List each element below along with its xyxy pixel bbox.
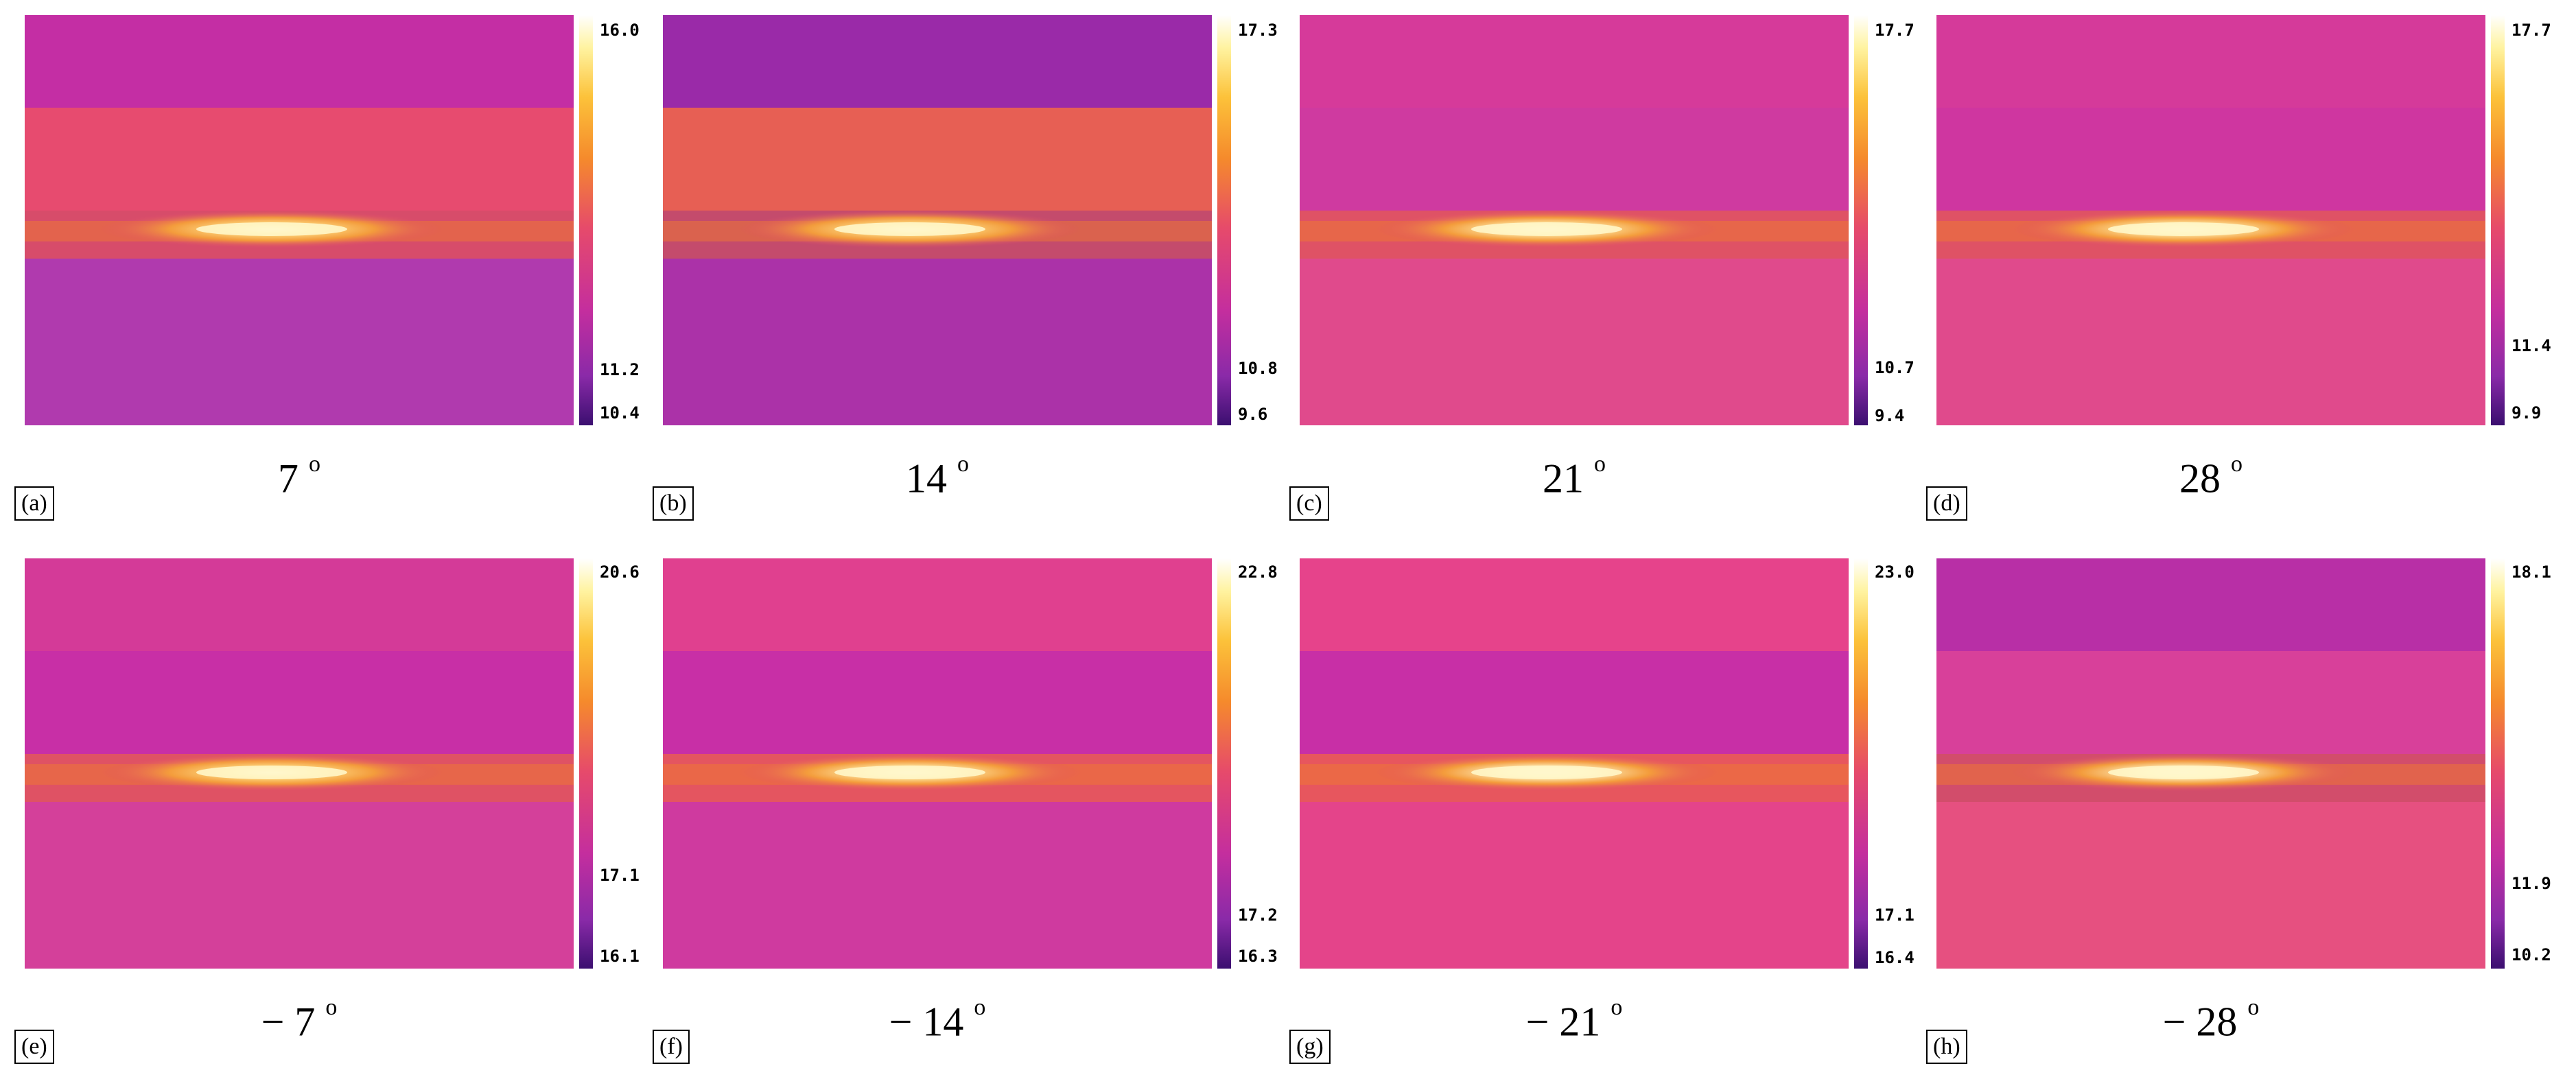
degree-symbol: o (974, 995, 986, 1020)
degree-symbol: o (1611, 995, 1623, 1020)
angle-prefix: − (2162, 999, 2186, 1045)
colorbar-min: 9.4 (1875, 406, 1905, 425)
thermal-image (25, 15, 574, 425)
degree-symbol: o (1594, 451, 1606, 477)
colorbar-mid: 11.9 (2511, 874, 2551, 893)
thermal-image (1936, 15, 2485, 425)
angle-value: 28 (2179, 455, 2221, 501)
angle-caption: 21 o (1300, 453, 1849, 499)
colorbar-min: 9.6 (1238, 405, 1268, 424)
angle-value: 28 (2196, 999, 2238, 1045)
colorbar-max: 17.3 (1238, 21, 1278, 40)
angle-caption: −28 o (1936, 996, 2485, 1043)
colorbar-min: 9.9 (2511, 403, 2542, 423)
angle-value: 21 (1559, 999, 1601, 1045)
angle-value: 14 (922, 999, 964, 1045)
panel-g: (g) 23.0 17.1 16.4 −21 o (1287, 558, 1915, 1066)
thermal-image (1300, 558, 1849, 969)
colorbar-min: 10.4 (600, 403, 640, 423)
angle-caption: −14 o (663, 996, 1212, 1043)
colorbar-max: 20.6 (600, 562, 640, 582)
colorbar (1854, 558, 1868, 969)
panel-label: (a) (14, 486, 54, 521)
panel-label: (c) (1289, 486, 1329, 521)
angle-value: 21 (1543, 455, 1584, 501)
panel-e: (e) 20.6 17.1 16.1 −7 o (12, 558, 640, 1066)
degree-symbol: o (2231, 451, 2243, 477)
panel-c: (c) 17.7 10.7 9.4 21 o (1287, 15, 1915, 523)
colorbar (1854, 15, 1868, 425)
panel-label: (e) (14, 1030, 54, 1064)
colorbar-max: 16.0 (600, 21, 640, 40)
degree-symbol: o (325, 995, 338, 1020)
degree-symbol: o (309, 451, 320, 477)
colorbar (2491, 15, 2505, 425)
panel-d: (d) 17.7 11.4 9.9 28 o (1924, 15, 2551, 523)
colorbar-min: 16.4 (1875, 948, 1915, 967)
colorbar-mid: 10.8 (1238, 359, 1278, 378)
thermal-image (1300, 15, 1849, 425)
colorbar-mid: 17.1 (600, 866, 640, 885)
thermal-image (1936, 558, 2485, 969)
colorbar-min: 10.2 (2511, 945, 2551, 964)
colorbar-mid: 11.4 (2511, 336, 2551, 355)
angle-prefix: − (1525, 999, 1549, 1045)
angle-value: 14 (906, 455, 947, 501)
colorbar-mid: 11.2 (600, 360, 640, 379)
colorbar-min: 16.1 (600, 947, 640, 966)
panel-label: (b) (653, 486, 694, 521)
angle-value: 7 (294, 999, 316, 1045)
angle-prefix: − (261, 999, 285, 1045)
panel-label: (d) (1926, 486, 1967, 521)
angle-caption: −21 o (1300, 996, 1849, 1043)
thermal-image (25, 558, 574, 969)
colorbar (579, 558, 593, 969)
thermal-image (663, 558, 1212, 969)
colorbar (2491, 558, 2505, 969)
colorbar (1217, 15, 1231, 425)
degree-symbol: o (957, 451, 969, 477)
colorbar-max: 17.7 (1875, 21, 1915, 40)
panel-label: (f) (653, 1030, 690, 1064)
panel-b: (b) 17.3 10.8 9.6 14 o (651, 15, 1278, 523)
panel-f: (f) 22.8 17.2 16.3 −14 o (651, 558, 1278, 1066)
colorbar-max: 17.7 (2511, 21, 2551, 40)
colorbar-max: 18.1 (2511, 562, 2551, 582)
colorbar-mid: 17.2 (1238, 905, 1278, 925)
colorbar-mid: 17.1 (1875, 905, 1915, 925)
degree-symbol: o (2247, 995, 2260, 1020)
colorbar-mid: 10.7 (1875, 358, 1915, 377)
colorbar-min: 16.3 (1238, 947, 1278, 966)
colorbar (579, 15, 593, 425)
angle-caption: −7 o (25, 996, 574, 1043)
colorbar (1217, 558, 1231, 969)
panel-label: (g) (1289, 1030, 1331, 1064)
angle-caption: 28 o (1936, 453, 2485, 499)
panel-h: (h) 18.1 11.9 10.2 −28 o (1924, 558, 2551, 1066)
colorbar-max: 23.0 (1875, 562, 1915, 582)
angle-caption: 14 o (663, 453, 1212, 499)
angle-prefix: − (889, 999, 913, 1045)
angle-value: 7 (278, 455, 298, 501)
colorbar-max: 22.8 (1238, 562, 1278, 582)
thermal-image (663, 15, 1212, 425)
